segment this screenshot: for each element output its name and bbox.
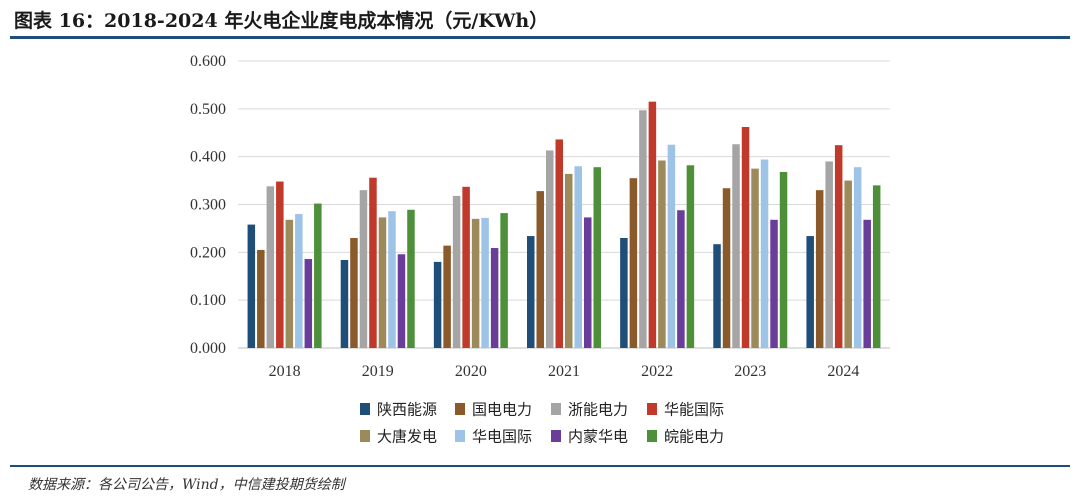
x-tick-label: 2018: [269, 363, 301, 380]
x-tick-label: 2020: [455, 363, 487, 380]
legend-label: 陕西能源: [377, 401, 437, 419]
x-tick-label: 2021: [548, 363, 580, 380]
legend-swatch: [647, 430, 657, 442]
bar-2022-2: [639, 110, 647, 348]
bar-2019-3: [369, 177, 377, 348]
x-tick-label: 2024: [827, 363, 859, 380]
bar-2020-4: [471, 218, 480, 348]
x-tick-label: 2019: [362, 363, 394, 380]
bar-2023-4: [751, 168, 759, 348]
legend-label: 华电国际: [472, 428, 532, 446]
bar-2019-5: [388, 211, 396, 348]
bar-2023-1: [722, 188, 731, 348]
bar-2023-6: [770, 219, 778, 348]
bar-2021-5: [574, 166, 582, 348]
bar-2020-2: [452, 195, 461, 348]
bar-2019-0: [340, 259, 349, 348]
legend-label: 华能国际: [664, 401, 724, 419]
bar-2019-1: [350, 237, 358, 348]
y-tick-label: 0.300: [190, 197, 226, 214]
bar-2018-1: [257, 249, 265, 348]
bar-2024-1: [815, 190, 824, 348]
bar-2018-4: [285, 219, 294, 348]
bar-2021-6: [584, 217, 592, 348]
legend-swatch: [455, 430, 465, 442]
bar-2018-5: [295, 214, 303, 348]
x-axis-ticks: 2018 2019 2020 2021 2022 2023 2024: [269, 363, 860, 380]
bar-2018-7: [314, 203, 322, 348]
y-tick-label: 0.100: [190, 292, 226, 309]
bar-2019-4: [378, 217, 387, 348]
bars: [247, 101, 881, 349]
bar-2018-3: [276, 181, 284, 348]
bar-2020-0: [433, 261, 442, 348]
bar-2021-1: [536, 191, 544, 348]
bar-2024-3: [834, 145, 843, 348]
bar-2023-5: [760, 159, 769, 348]
bar-2023-0: [713, 244, 721, 348]
bar-2021-4: [565, 173, 573, 348]
bar-2020-1: [443, 245, 451, 348]
bar-2022-5: [667, 144, 676, 348]
legend-swatch: [551, 430, 561, 442]
legend-swatch: [647, 403, 657, 415]
bar-2018-0: [247, 224, 256, 348]
bar-2024-0: [806, 236, 814, 348]
bar-2021-2: [546, 150, 554, 348]
bar-2019-7: [407, 209, 415, 348]
bar-2018-6: [304, 259, 313, 348]
source-note: 数据来源：各公司公告，Wind，中信建投期货绘制: [28, 477, 345, 493]
title-rule: [10, 36, 1070, 39]
bar-2024-7: [872, 185, 881, 348]
y-tick-label: 0.200: [190, 244, 226, 261]
bar-2021-3: [555, 139, 563, 348]
y-tick-label: 0.400: [190, 149, 226, 166]
legend-label: 皖能电力: [664, 428, 724, 446]
y-axis-ticks: 0.000 0.100 0.200 0.300 0.400 0.500 0.600: [190, 53, 226, 357]
x-tick-label: 2023: [734, 363, 766, 380]
bar-2018-2: [266, 186, 275, 348]
legend-label: 浙能电力: [568, 401, 628, 419]
legend-label: 国电电力: [472, 401, 532, 419]
bar-2023-2: [732, 144, 740, 348]
bar-2021-0: [527, 236, 535, 348]
bar-2024-6: [863, 219, 871, 348]
bar-2022-0: [620, 237, 628, 348]
x-tick-label: 2022: [641, 363, 673, 380]
bar-2024-5: [853, 167, 862, 348]
bar-2019-6: [397, 254, 406, 348]
figure-title: 图表 16：2018-2024 年火电企业度电成本情况（元/KWh）: [14, 10, 549, 32]
y-tick-label: 0.000: [190, 340, 226, 357]
bar-2022-4: [658, 160, 666, 348]
y-tick-label: 0.600: [190, 53, 226, 70]
bar-2022-7: [686, 165, 695, 348]
bar-2020-7: [500, 213, 508, 348]
legend-swatch: [455, 403, 465, 415]
bar-2022-3: [648, 101, 657, 349]
bar-2024-2: [825, 161, 833, 348]
bar-2022-1: [629, 178, 638, 348]
legend-swatch: [360, 403, 370, 415]
y-tick-label: 0.500: [190, 101, 226, 118]
bar-2020-6: [490, 248, 499, 348]
footer-rule: [10, 465, 1070, 467]
bar-2020-5: [481, 217, 489, 348]
legend-swatch: [360, 430, 370, 442]
bar-2023-7: [779, 171, 788, 348]
bar-2021-7: [593, 167, 601, 348]
bar-2024-4: [844, 180, 852, 348]
bar-2019-2: [359, 190, 368, 348]
bar-2020-3: [462, 186, 470, 348]
legend-label: 大唐发电: [377, 428, 437, 446]
legend-label: 内蒙华电: [568, 428, 628, 446]
legend-swatch: [551, 403, 561, 415]
bar-2022-6: [677, 210, 685, 348]
bar-2023-3: [741, 127, 750, 348]
gridlines: [238, 60, 890, 349]
